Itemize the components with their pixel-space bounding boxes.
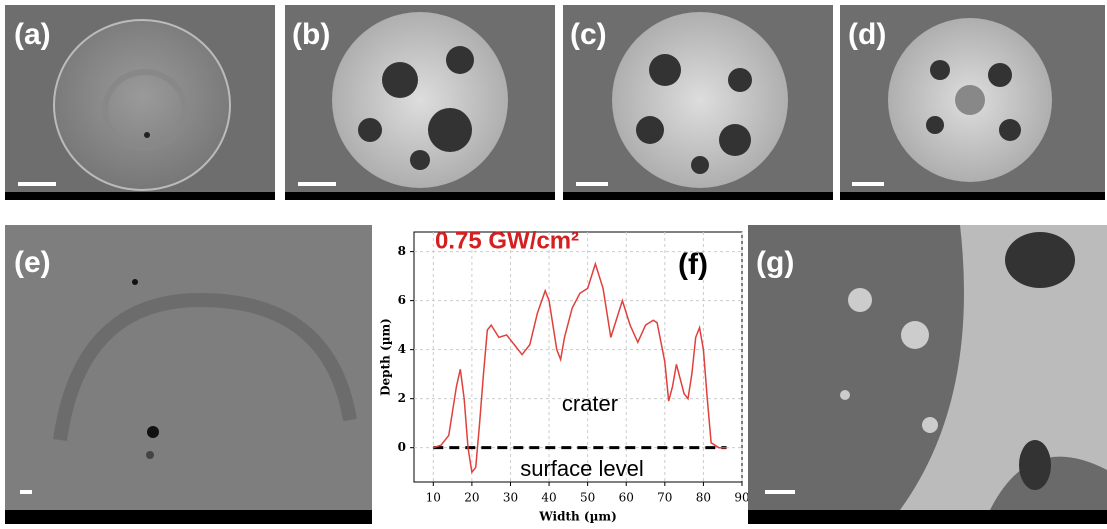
chart-title: 0.75 GW/cm² xyxy=(435,227,579,254)
y-axis-label: Depth (µm) xyxy=(379,318,393,396)
x-tick-label: 90 xyxy=(734,491,749,505)
x-tick-label: 80 xyxy=(696,491,711,505)
y-tick-label: 6 xyxy=(398,293,406,307)
panel-label: (c) xyxy=(570,18,607,51)
x-tick-label: 50 xyxy=(580,491,595,505)
y-tick-label: 2 xyxy=(398,391,406,405)
panel-b: (b) xyxy=(285,5,555,200)
x-tick-label: 20 xyxy=(464,491,479,505)
panel-a: (a) xyxy=(5,5,275,200)
annotation: crater xyxy=(562,391,618,416)
x-axis-label: Width (µm) xyxy=(538,510,617,524)
y-tick-label: 4 xyxy=(398,342,406,356)
panel-label: (e) xyxy=(14,246,51,279)
y-tick-label: 8 xyxy=(398,244,406,258)
panel-f: 0 2 4 6 8 10 20 30 40 50 60 70 80 90 0.75 GW/cm² (f) cra… xyxy=(375,225,750,524)
panel-e: (e) xyxy=(5,225,372,524)
x-tick-label: 30 xyxy=(503,491,518,505)
figure: (a) (b) (c) (d) xyxy=(0,0,1107,524)
panel-label: (d) xyxy=(848,18,886,51)
panel-c: (c) xyxy=(563,5,833,200)
annotation: surface level xyxy=(520,456,644,481)
panel-d: (d) xyxy=(840,5,1105,200)
panel-label: (g) xyxy=(756,246,794,279)
x-tick-label: 40 xyxy=(541,491,556,505)
x-tick-label: 60 xyxy=(619,491,634,505)
panel-label: (f) xyxy=(678,248,708,281)
panel-label: (a) xyxy=(14,18,51,51)
y-tick-label: 0 xyxy=(398,440,406,454)
panel-g: (g) xyxy=(748,225,1107,524)
x-tick-label: 10 xyxy=(426,491,441,505)
x-tick-label: 70 xyxy=(657,491,672,505)
panel-label: (b) xyxy=(292,18,330,51)
